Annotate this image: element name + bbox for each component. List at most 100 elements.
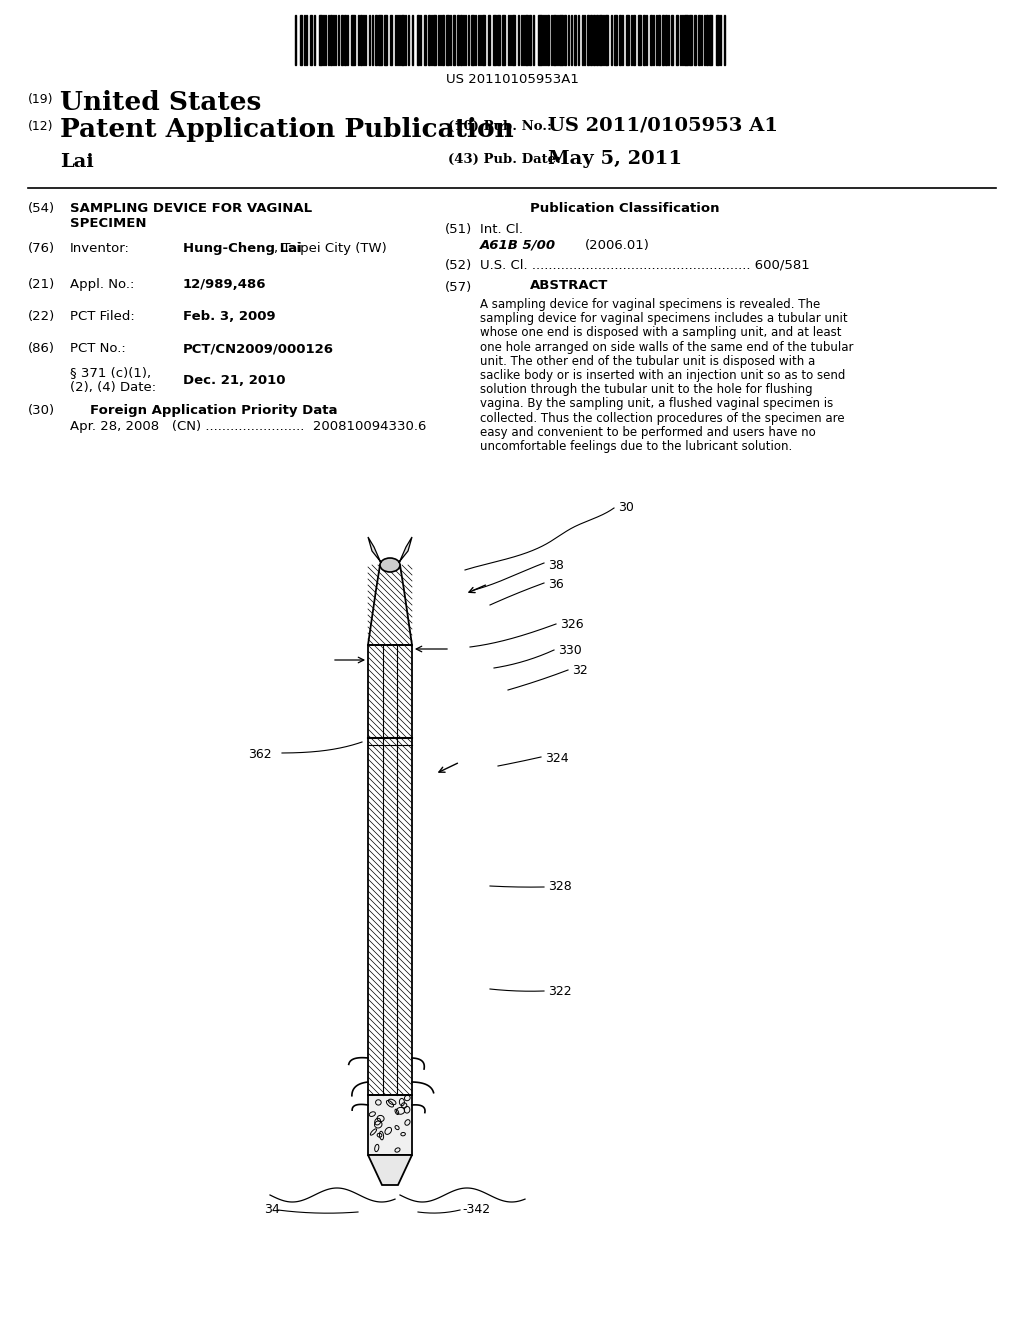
Text: § 371 (c)(1),: § 371 (c)(1), — [70, 366, 152, 379]
Text: saclike body or is inserted with an injection unit so as to send: saclike body or is inserted with an inje… — [480, 370, 846, 381]
Bar — [344, 15, 346, 65]
Bar — [341, 15, 343, 65]
Text: PCT/CN2009/000126: PCT/CN2009/000126 — [183, 342, 334, 355]
Text: solution through the tubular unit to the hole for flushing: solution through the tubular unit to the… — [480, 383, 813, 396]
Bar — [460, 15, 462, 65]
Text: (57): (57) — [445, 281, 472, 294]
Bar — [689, 15, 692, 65]
Text: 30: 30 — [618, 502, 634, 513]
Text: (51): (51) — [445, 223, 472, 236]
Polygon shape — [368, 537, 381, 564]
Text: Hung-Cheng Lai: Hung-Cheng Lai — [183, 242, 302, 255]
Text: Lai: Lai — [60, 153, 94, 172]
Text: PCT No.:: PCT No.: — [70, 342, 126, 355]
Text: 362: 362 — [248, 748, 271, 762]
Bar — [424, 15, 426, 65]
Bar — [401, 15, 404, 65]
Bar — [390, 15, 392, 65]
Text: 34: 34 — [264, 1203, 280, 1216]
Bar — [547, 15, 549, 65]
Text: ABSTRACT: ABSTRACT — [530, 279, 608, 292]
Bar — [716, 15, 719, 65]
Bar — [665, 15, 667, 65]
Text: Dec. 21, 2010: Dec. 21, 2010 — [183, 374, 286, 387]
Text: SAMPLING DEVICE FOR VAGINAL: SAMPLING DEVICE FOR VAGINAL — [70, 202, 312, 215]
Bar — [605, 15, 608, 65]
Text: (22): (22) — [28, 310, 55, 323]
Text: Apr. 28, 2008   (CN) ........................  200810094330.6: Apr. 28, 2008 (CN) .....................… — [70, 420, 426, 433]
Text: -342: -342 — [462, 1203, 490, 1216]
Text: collected. Thus the collection procedures of the specimen are: collected. Thus the collection procedure… — [480, 412, 845, 425]
Bar — [593, 15, 595, 65]
Polygon shape — [368, 565, 412, 645]
Text: U.S. Cl. ..................................................... 600/581: U.S. Cl. ...............................… — [480, 259, 810, 272]
Text: (2), (4) Date:: (2), (4) Date: — [70, 381, 156, 393]
Bar — [493, 15, 496, 65]
Bar — [553, 15, 556, 65]
Text: easy and convenient to be performed and users have no: easy and convenient to be performed and … — [480, 426, 816, 438]
Bar — [574, 15, 575, 65]
Bar — [512, 15, 515, 65]
Text: A sampling device for vaginal specimens is revealed. The: A sampling device for vaginal specimens … — [480, 298, 820, 312]
Text: 12/989,486: 12/989,486 — [183, 279, 266, 290]
Bar — [650, 15, 652, 65]
Bar — [300, 15, 302, 65]
Text: Appl. No.:: Appl. No.: — [70, 279, 134, 290]
Bar — [658, 15, 660, 65]
Bar — [538, 15, 542, 65]
Text: unit. The other end of the tubular unit is disposed with a: unit. The other end of the tubular unit … — [480, 355, 815, 368]
Bar — [378, 15, 382, 65]
Bar — [457, 15, 459, 65]
Bar — [662, 15, 664, 65]
Bar — [368, 645, 412, 1096]
Ellipse shape — [380, 558, 400, 572]
Bar — [351, 15, 355, 65]
Text: Publication Classification: Publication Classification — [530, 202, 720, 215]
Text: , Taipei City (TW): , Taipei City (TW) — [274, 242, 387, 255]
Bar — [706, 15, 708, 65]
Text: whose one end is disposed with a sampling unit, and at least: whose one end is disposed with a samplin… — [480, 326, 842, 339]
Text: United States: United States — [60, 90, 261, 115]
Bar — [590, 15, 592, 65]
Text: (76): (76) — [28, 242, 55, 255]
Polygon shape — [399, 537, 412, 564]
Polygon shape — [368, 1155, 412, 1185]
Text: (30): (30) — [28, 404, 55, 417]
Bar — [564, 15, 566, 65]
Text: (21): (21) — [28, 279, 55, 290]
Bar — [488, 15, 490, 65]
Text: 324: 324 — [545, 752, 568, 766]
Bar — [417, 15, 419, 65]
Bar — [596, 15, 598, 65]
Bar — [587, 15, 589, 65]
Text: (10) Pub. No.:: (10) Pub. No.: — [449, 120, 552, 133]
Bar — [360, 15, 362, 65]
Bar — [633, 15, 635, 65]
Bar — [453, 15, 455, 65]
Text: (52): (52) — [445, 259, 472, 272]
Text: Inventor:: Inventor: — [70, 242, 130, 255]
Bar — [428, 15, 430, 65]
Bar — [525, 15, 528, 65]
Bar — [614, 15, 617, 65]
Text: (19): (19) — [28, 92, 53, 106]
Text: (2006.01): (2006.01) — [585, 239, 650, 252]
Text: (12): (12) — [28, 120, 53, 133]
Text: sampling device for vaginal specimens includes a tubular unit: sampling device for vaginal specimens in… — [480, 313, 848, 325]
Bar — [433, 15, 436, 65]
Bar — [698, 15, 700, 65]
Bar — [671, 15, 673, 65]
Bar — [442, 15, 444, 65]
Text: Feb. 3, 2009: Feb. 3, 2009 — [183, 310, 275, 323]
Text: (86): (86) — [28, 342, 55, 355]
Text: 328: 328 — [548, 880, 571, 894]
Bar — [638, 15, 641, 65]
Bar — [330, 15, 332, 65]
Bar — [482, 15, 485, 65]
Text: Int. Cl.: Int. Cl. — [480, 223, 523, 236]
Text: vagina. By the sampling unit, a flushed vaginal specimen is: vagina. By the sampling unit, a flushed … — [480, 397, 834, 411]
Bar — [559, 15, 563, 65]
Text: SPECIMEN: SPECIMEN — [70, 216, 146, 230]
Bar — [684, 15, 688, 65]
Text: 330: 330 — [558, 644, 582, 657]
